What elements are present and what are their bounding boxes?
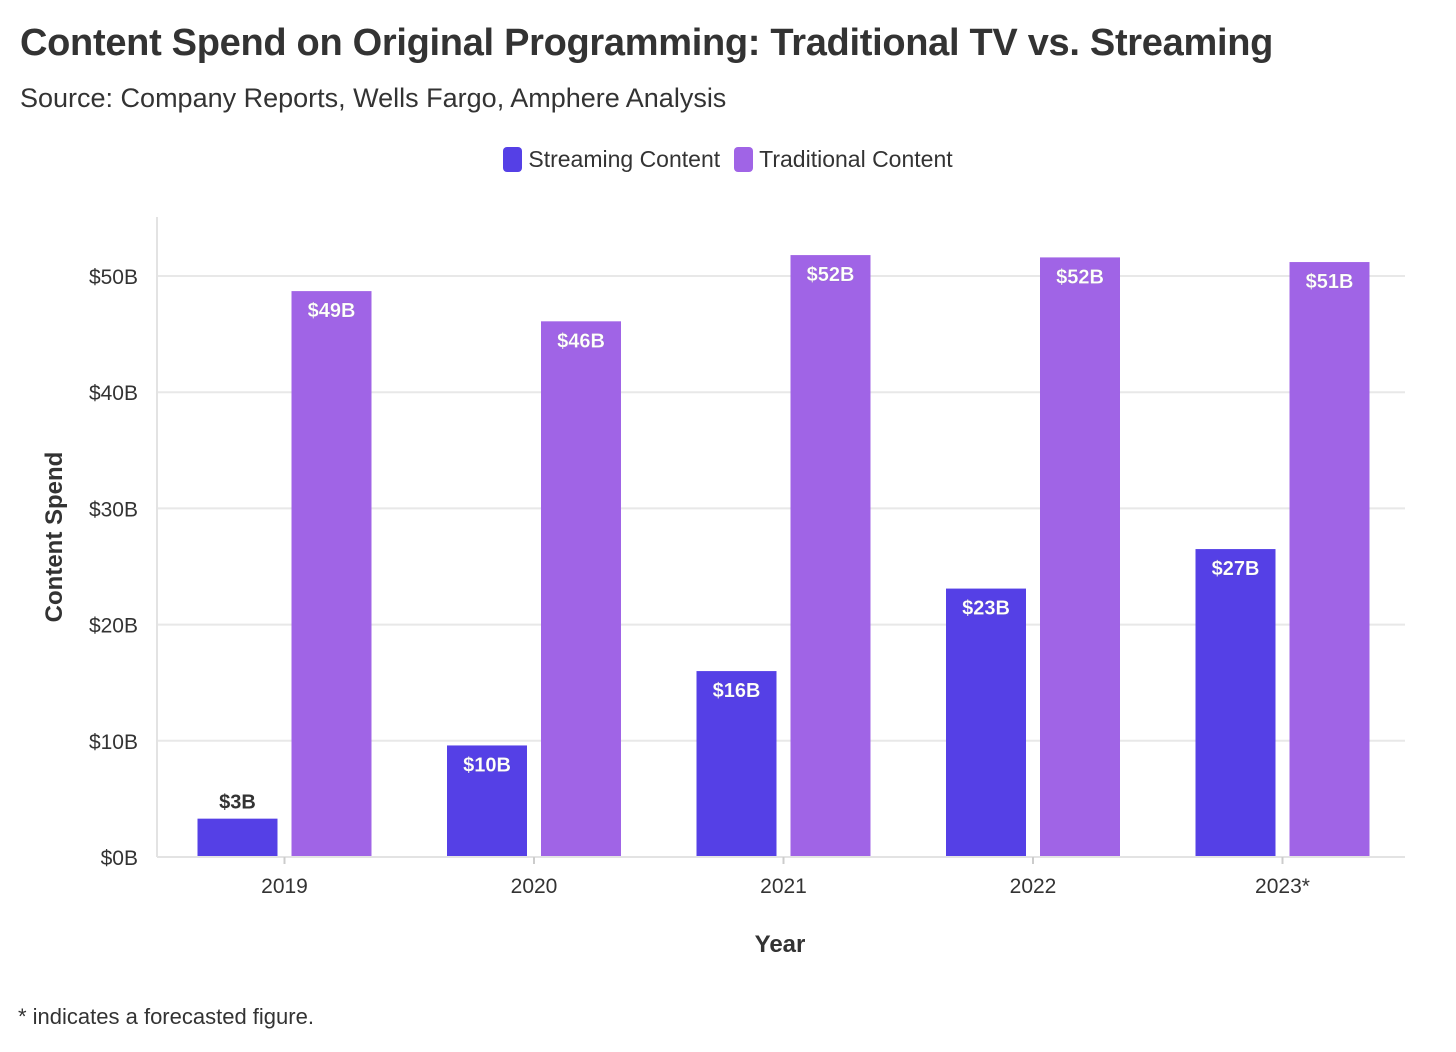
x-tick-label: 2021 [760,875,807,898]
data-label-traditional: $51B [1306,271,1354,293]
bar-streaming[interactable] [946,588,1026,857]
y-axis-title: Content Spend [41,452,68,623]
data-label-traditional: $46B [557,330,605,352]
legend-label-streaming: Streaming Content [528,146,721,172]
chart-title: Content Spend on Original Programming: T… [20,22,1274,64]
data-label-traditional: $49B [308,300,356,322]
data-label-streaming: $16B [713,680,761,702]
data-label-traditional: $52B [1056,266,1104,288]
footnote: * indicates a forecasted figure. [18,1004,314,1029]
bar-streaming[interactable] [1195,549,1276,857]
axes: $0B $10B $20B $30B $40B $50B 2019 2020 2021 2022 2… [89,217,1405,898]
x-tick-label: 2022 [1010,875,1057,898]
y-tick-label: $50B [89,266,138,289]
y-tick-label: $20B [89,615,138,638]
bar-traditional[interactable] [541,321,621,857]
y-tick-label: $10B [89,731,138,754]
bar-traditional[interactable] [1289,262,1370,857]
data-label-streaming: $3B [219,792,256,814]
data-label-traditional: $52B [807,264,855,286]
x-tick-label: 2023* [1255,875,1310,898]
legend-swatch-streaming [503,147,523,172]
legend-swatch-traditional [734,147,754,172]
chart-legend: Streaming Content Traditional Content [0,146,1456,173]
legend-item-traditional[interactable]: Traditional Content [734,146,953,173]
bar-traditional[interactable] [790,255,871,858]
x-tick-label: 2020 [511,875,558,898]
bar-traditional[interactable] [291,291,372,858]
y-tick-label: $0B [101,847,138,870]
bars [197,255,1370,858]
data-label-streaming: $10B [463,754,511,776]
data-label-streaming: $27B [1212,558,1260,580]
y-tick-label: $30B [89,498,138,521]
bar-streaming[interactable] [447,745,527,857]
data-label-streaming: $23B [962,598,1010,620]
bar-traditional[interactable] [1040,257,1120,858]
chart-subtitle: Source: Company Reports, Wells Fargo, Am… [20,83,727,113]
x-tick-label: 2019 [261,875,308,898]
x-axis-title: Year [755,931,806,958]
bar-streaming[interactable] [696,671,777,857]
legend-label-traditional: Traditional Content [759,146,953,172]
legend-item-streaming[interactable]: Streaming Content [503,146,720,173]
data-labels: $3B $10B $16B $23B $27B $49B $46B $52B $52B $51B [219,264,1354,814]
bar-streaming[interactable] [197,818,278,857]
y-tick-label: $40B [89,382,138,405]
